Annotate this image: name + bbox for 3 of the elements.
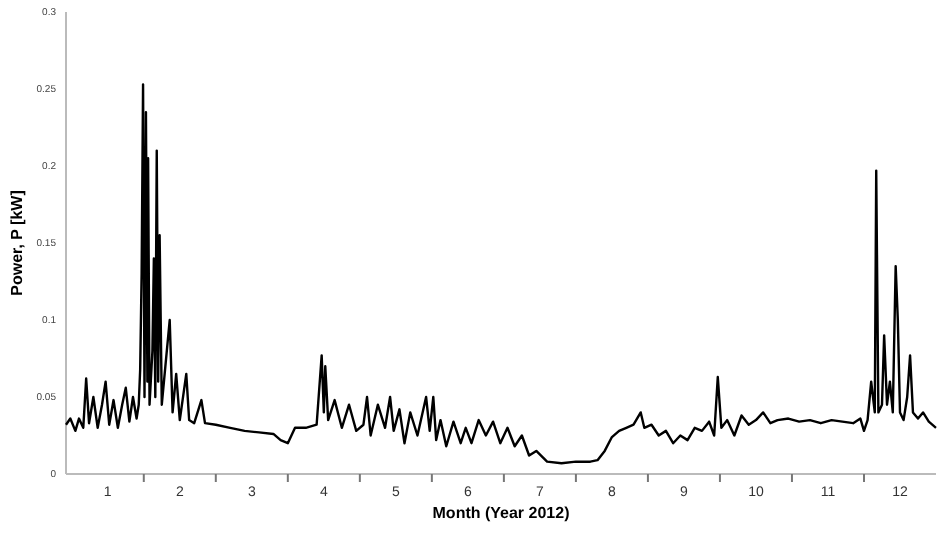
x-axis-title: Month (Year 2012) <box>432 504 571 522</box>
y-axis-title: Power, P [kW] <box>8 189 26 296</box>
line-series <box>64 83 938 465</box>
